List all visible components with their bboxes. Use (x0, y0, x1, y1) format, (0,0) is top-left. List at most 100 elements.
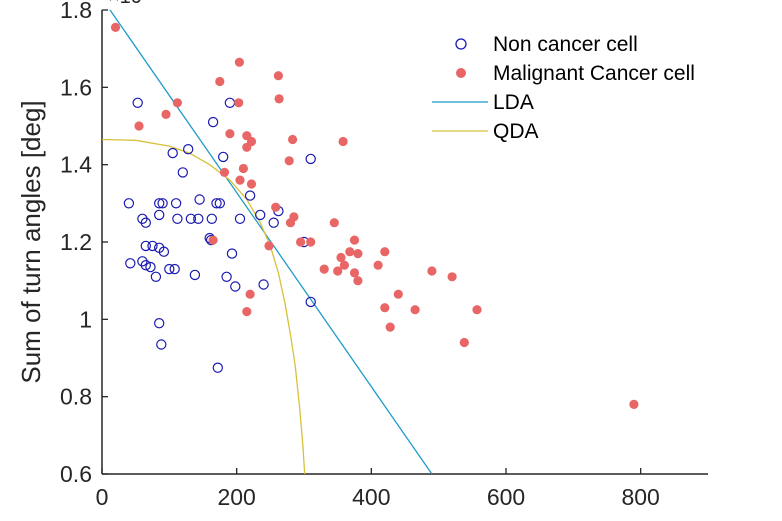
y-tick-label-3: 1.2 (60, 229, 92, 255)
non-cancer-point-2 (224, 97, 236, 109)
non-cancer-point-15 (172, 213, 183, 224)
malignant-point-5 (234, 98, 244, 108)
non-cancer-point-17 (194, 194, 205, 205)
malignant-point-36 (353, 276, 363, 286)
y-tick-label-0: 0.6 (60, 461, 92, 487)
non-cancer-point-6 (217, 151, 229, 163)
malignant-point-33 (319, 264, 329, 274)
non-cancer-point-7 (305, 153, 316, 165)
malignant-point-9 (225, 129, 235, 139)
x-tick-label-4: 800 (621, 484, 659, 510)
legend: Non cancer cell Malignant Cancer cell LD… (432, 33, 695, 143)
x-tick-label-2: 400 (352, 484, 390, 510)
malignant-point-16 (238, 163, 248, 174)
malignant-point-44 (385, 322, 395, 332)
non-cancer-point-38 (189, 269, 201, 281)
non-cancer-point-24 (255, 209, 266, 221)
legend-marker-non-cancer (455, 38, 467, 50)
legend-label-lda: LDA (493, 91, 534, 114)
legend-marker-malignant (456, 68, 466, 78)
data-points (110, 22, 639, 409)
malignant-point-14 (242, 142, 252, 152)
malignant-point-11 (288, 134, 298, 145)
x-tick-label-1: 200 (217, 484, 255, 510)
y-axis-label: Sum of turn angles [deg] (16, 100, 46, 383)
malignant-point-15 (284, 156, 294, 166)
legend-label-non-cancer: Non cancer cell (493, 33, 638, 56)
y-tick-label-5: 1.6 (60, 74, 92, 100)
legend-label-qda: QDA (493, 120, 539, 143)
malignant-point-1 (234, 57, 244, 67)
non-cancer-point-3 (167, 147, 178, 159)
non-cancer-point-42 (221, 271, 232, 282)
non-cancer-point-12 (153, 209, 165, 221)
malignant-point-37 (373, 260, 383, 270)
legend-label-malignant: Malignant Cancer cell (493, 62, 695, 85)
y-tick-label-4: 1.4 (60, 152, 92, 178)
non-cancer-point-5 (177, 167, 188, 178)
non-cancer-point-30 (158, 246, 170, 257)
malignant-point-35 (349, 268, 360, 278)
non-cancer-point-41 (226, 248, 238, 259)
malignant-point-48 (208, 235, 218, 245)
malignant-point-43 (472, 305, 482, 315)
malignant-point-12 (338, 136, 348, 147)
malignant-point-26 (349, 235, 360, 245)
malignant-point-3 (273, 71, 283, 81)
non-cancer-point-13 (157, 198, 168, 209)
malignant-point-6 (172, 98, 182, 108)
non-cancer-point-35 (150, 271, 162, 282)
non-cancer-point-44 (258, 279, 269, 290)
malignant-point-49 (629, 399, 639, 409)
non-cancer-point-10 (140, 217, 151, 228)
malignant-point-39 (447, 272, 457, 282)
x-tick-label-0: 0 (96, 484, 109, 510)
non-cancer-point-27 (140, 240, 151, 252)
non-cancer-point-21 (214, 198, 225, 209)
non-cancer-point-20 (211, 198, 222, 209)
axis-ticks (101, 9, 642, 475)
malignant-point-31 (380, 247, 390, 257)
non-cancer-point-11 (153, 198, 165, 209)
lda-line (109, 10, 433, 474)
malignant-point-27 (264, 241, 274, 251)
non-cancer-point-43 (230, 281, 241, 292)
malignant-point-23 (329, 218, 339, 228)
malignant-point-42 (410, 305, 420, 315)
non-cancer-point-34 (125, 258, 136, 269)
non-cancer-point-14 (170, 198, 182, 209)
malignant-point-30 (353, 249, 363, 259)
malignant-point-7 (161, 109, 171, 119)
non-cancer-point-49 (212, 362, 223, 373)
non-cancer-point-37 (169, 263, 180, 275)
non-cancer-point-46 (305, 296, 316, 308)
non-cancer-point-0 (132, 97, 143, 109)
malignant-point-28 (336, 252, 346, 263)
malignant-point-25 (296, 237, 306, 247)
y-exponent-label: ×10 (108, 0, 142, 8)
axis-tick-labels: 0 200 400 600 800 0.6 0.8 1 1.2 1.4 1.6 1.8 (60, 0, 660, 510)
non-cancer-point-32 (140, 260, 151, 271)
non-cancer-point-47 (153, 318, 165, 329)
malignant-point-38 (427, 266, 437, 276)
non-cancer-point-33 (145, 261, 156, 273)
non-cancer-point-23 (244, 190, 256, 201)
non-cancer-point-19 (206, 213, 217, 224)
malignant-point-47 (242, 307, 252, 317)
malignant-point-0 (110, 22, 121, 32)
malignant-point-45 (459, 337, 469, 348)
y-tick-label-6: 1.8 (60, 0, 92, 23)
malignant-point-41 (380, 303, 390, 313)
non-cancer-point-36 (164, 263, 175, 275)
non-cancer-point-4 (182, 143, 194, 155)
non-cancer-point-25 (268, 217, 279, 228)
non-cancer-point-28 (147, 240, 158, 252)
non-cancer-point-8 (123, 198, 135, 209)
malignant-point-40 (393, 289, 403, 299)
malignant-point-24 (306, 237, 316, 247)
malignant-point-17 (219, 167, 230, 177)
malignant-point-18 (235, 175, 245, 185)
non-cancer-point-48 (156, 339, 167, 350)
non-cancer-point-16 (185, 213, 197, 224)
boundary-lines (102, 10, 433, 474)
